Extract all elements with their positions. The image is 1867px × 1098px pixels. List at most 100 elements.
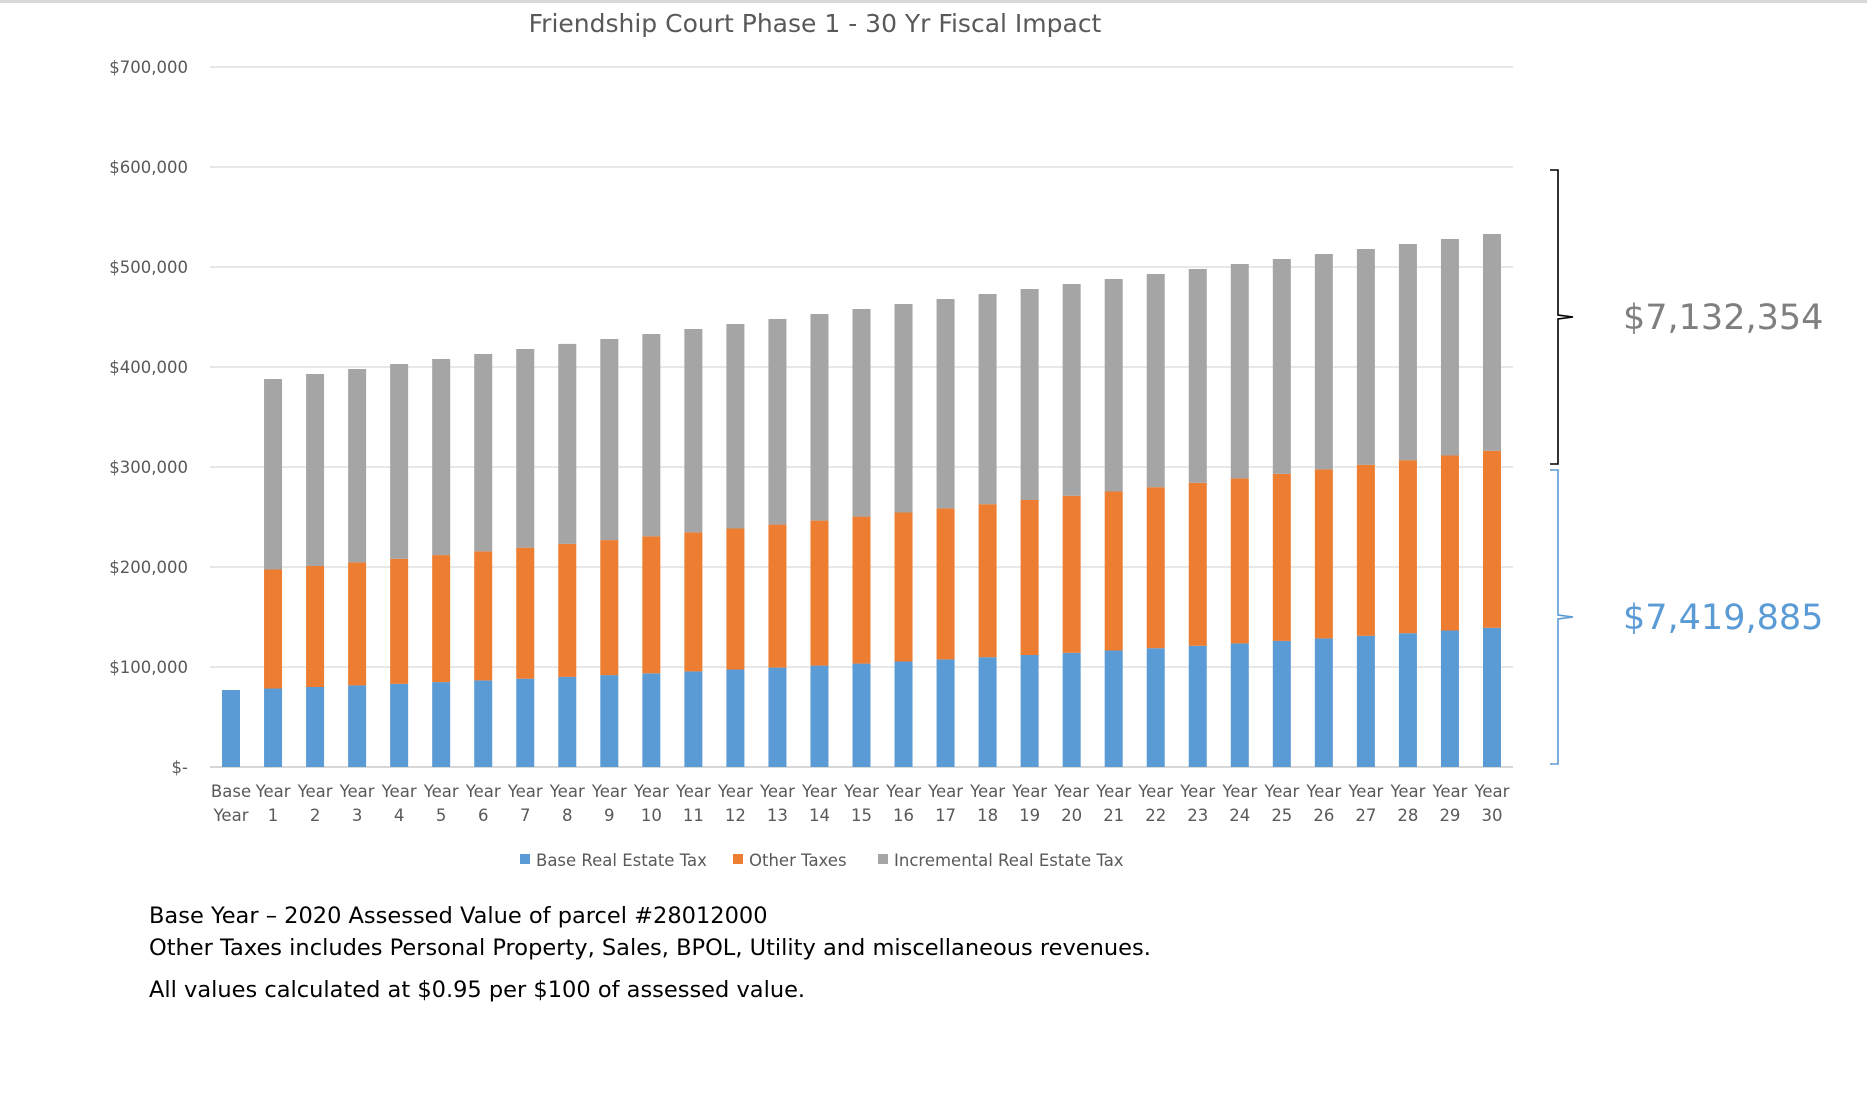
legend-label: Other Taxes <box>749 851 847 870</box>
x-tick-label: 1 <box>268 806 279 825</box>
legend-swatch <box>520 854 530 864</box>
note-base-year: Base Year – 2020 Assessed Value of parce… <box>149 903 768 929</box>
x-tick-label: Year <box>339 782 375 801</box>
bar-segment <box>810 520 829 666</box>
x-tick-label: 10 <box>641 806 662 825</box>
bar-segment <box>1314 254 1333 470</box>
bar-segment <box>726 324 745 529</box>
top-border <box>0 0 1867 3</box>
note-other-taxes: Other Taxes includes Personal Property, … <box>149 935 1151 961</box>
bar-segment <box>432 555 451 683</box>
annotation-brace <box>1550 169 1574 465</box>
bar-segment <box>1314 469 1333 639</box>
bar-segment <box>978 504 997 658</box>
x-tick-label: 12 <box>725 806 746 825</box>
y-tick-label: $200,000 <box>109 558 188 577</box>
bar-segment <box>1188 482 1207 646</box>
bar-segment <box>894 304 913 513</box>
x-tick-label: Year <box>1137 782 1173 801</box>
x-tick-label: 3 <box>352 806 363 825</box>
bar-segment <box>894 661 913 767</box>
bar-segment <box>1104 491 1123 651</box>
x-tick-label: 2 <box>310 806 321 825</box>
bar-segment <box>852 309 871 517</box>
bar-segment <box>264 379 283 570</box>
x-axis-ticks: Base Year Year 1 Year 2 Year 3 Year 4 Year 5 Year 6 Ye… <box>211 782 1510 825</box>
bar-segment <box>558 676 577 767</box>
x-tick-label: 17 <box>935 806 956 825</box>
bar-segment <box>432 359 451 556</box>
bar-segment <box>600 339 619 541</box>
bar-segment <box>936 508 955 660</box>
x-tick-label: Year <box>1095 782 1131 801</box>
bar-segment <box>642 536 661 674</box>
bar-segment <box>1104 650 1123 767</box>
legend-label: Incremental Real Estate Tax <box>894 851 1124 870</box>
x-tick-label: Year <box>1263 782 1299 801</box>
bar-segment <box>516 349 535 548</box>
bar-segment <box>516 678 535 767</box>
bar-segment <box>1146 487 1165 649</box>
bar-segment <box>600 540 619 676</box>
y-tick-label: $600,000 <box>109 158 188 177</box>
x-tick-label: 11 <box>683 806 704 825</box>
bar-segment <box>1020 655 1039 767</box>
bar-segment <box>1398 460 1417 634</box>
x-tick-label: 15 <box>851 806 872 825</box>
bar-segment <box>1440 239 1459 456</box>
bar-segment <box>936 659 955 767</box>
bars <box>222 234 1501 767</box>
bar-segment <box>1146 648 1165 767</box>
x-tick-label: Year <box>927 782 963 801</box>
x-tick-label: Year <box>633 782 669 801</box>
bar-segment <box>1482 627 1501 767</box>
bar-segment <box>1062 652 1081 767</box>
bar-segment <box>1356 249 1375 465</box>
bar-segment <box>390 364 409 559</box>
x-tick-label: Year <box>507 782 543 801</box>
y-tick-label: $400,000 <box>109 358 188 377</box>
x-tick-label: Year <box>1053 782 1089 801</box>
x-tick-label: Base <box>211 782 251 801</box>
bar-segment <box>474 354 493 552</box>
bar-segment <box>642 673 661 767</box>
annotation-brace <box>1550 469 1574 765</box>
bar-segment <box>1188 645 1207 767</box>
y-tick-label: $100,000 <box>109 658 188 677</box>
bar-segment <box>768 319 787 525</box>
bar-segment <box>1146 274 1165 488</box>
x-tick-label: 7 <box>520 806 531 825</box>
x-tick-label: 13 <box>767 806 788 825</box>
x-tick-label: Year <box>1474 782 1510 801</box>
bar-segment <box>1356 635 1375 767</box>
bar-segment <box>264 569 283 689</box>
x-tick-label: 20 <box>1061 806 1082 825</box>
bar-segment <box>1440 630 1459 767</box>
x-tick-label: 27 <box>1355 806 1376 825</box>
bar-segment <box>1356 464 1375 636</box>
x-tick-label: Year <box>1179 782 1215 801</box>
bar-segment <box>306 374 325 566</box>
bar-segment <box>1272 473 1291 641</box>
x-tick-label: 25 <box>1271 806 1292 825</box>
x-tick-label: 23 <box>1187 806 1208 825</box>
x-tick-label: 14 <box>809 806 830 825</box>
bar-segment <box>810 665 829 767</box>
gridlines <box>210 66 1513 768</box>
bar-segment <box>600 675 619 767</box>
x-tick-label: Year <box>717 782 753 801</box>
bar-segment <box>684 532 703 672</box>
x-tick-label: 9 <box>604 806 615 825</box>
x-tick-label: 28 <box>1397 806 1418 825</box>
x-tick-label: Year <box>1431 782 1467 801</box>
x-tick-label: Year <box>1221 782 1257 801</box>
bar-segment <box>306 566 325 687</box>
bar-segment <box>894 512 913 662</box>
x-tick-label: Year <box>381 782 417 801</box>
bar-segment <box>390 558 409 684</box>
y-tick-label: $500,000 <box>109 258 188 277</box>
chart-title: Friendship Court Phase 1 - 30 Yr Fiscal … <box>529 9 1102 38</box>
x-tick-label: 5 <box>436 806 447 825</box>
bar-segment <box>1230 478 1249 644</box>
annotation-total: $7,419,885 <box>1623 598 1823 638</box>
